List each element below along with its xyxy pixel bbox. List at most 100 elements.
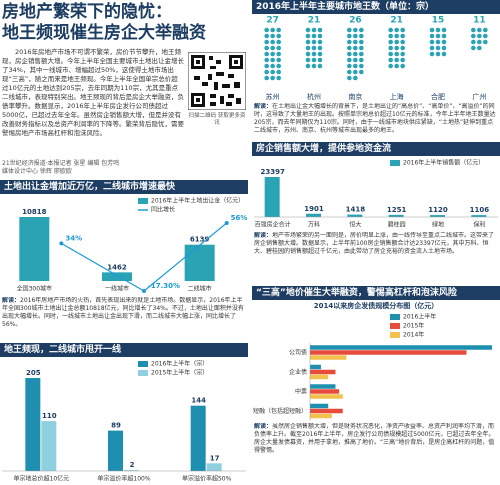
note-text: 地产市场繁荣的另一面则是，房价明显上涨，由一线传导至重点二线城市。这带来了房企销… [254,232,495,255]
dot [353,63,358,69]
chart: 2016年上半年（宗）2015年上半年（宗） 205 89 144 110 2 17 单宗地总… [2,360,246,483]
chart-title: 地王频现，二线城市甩开一线 [0,343,248,357]
dot [359,63,364,69]
dot [317,57,323,63]
dot [359,51,364,57]
bar [184,244,215,281]
value-label: 11 [473,16,486,26]
dot [471,39,476,45]
category-label: 单宗溢价率超100% [97,475,150,483]
dot [276,51,281,57]
dot [400,33,405,39]
note-text: 虽然房企销售额大增，但是财务状况恶化，净资产收益率、总资产利润率均下滑，而负债率… [254,423,495,454]
bar [41,421,57,471]
dot [477,33,482,39]
dot [305,57,311,63]
category-label: 杭州 [307,92,321,101]
bar [19,217,50,281]
dot [435,51,441,57]
value-label: 205 [26,369,41,377]
bar [102,272,132,281]
dot [388,51,393,57]
legend-label: 2016年上半年销售额（亿元） [403,159,484,167]
dot [388,57,393,63]
bar [310,364,321,370]
dot [388,27,393,33]
bar [347,214,363,217]
dot [353,39,358,45]
dot [276,69,281,75]
dot [394,33,399,39]
dot [359,69,364,75]
bar [310,355,347,360]
legend-swatch [390,332,400,338]
legend-label: 2015年上半年（宗） [151,369,208,377]
value-label: 21 [390,16,403,26]
dot [359,27,364,33]
category-label: 短融（包括超短融） [253,407,307,415]
value-label: 15 [432,16,445,26]
dot [400,27,405,33]
category-label: 万科 [308,221,320,229]
legend-label: 2015年 [403,322,424,330]
value-label: 1251 [387,206,407,214]
value-label: 1462 [107,263,127,271]
credit-line: 媒体设计中心 徐辉 廖欧欧 [2,168,72,175]
dot [270,63,275,69]
dot [305,39,311,45]
dot [353,69,358,75]
category-label: 碧桂园 [388,221,406,229]
bar [310,389,340,394]
note: 解读：2016年房地产市场的火热，首先表现出来的就是土地市场。数据显示，2016… [2,297,246,339]
dot [276,57,281,63]
chart: 2016年上半年销售额（亿元） 23397 1901 1418 1251 1120 1106… [254,159,498,229]
chart: 27 苏州 21 杭州 26 南京 21 上海 15 合肥 11 广州 [264,16,488,101]
dot [276,27,281,33]
note-text: 2016年房地产市场的火热，首先表现出来的就是土地市场。数据显示，2016年上半… [2,297,244,328]
dot [347,33,352,39]
note-label: 解读： [254,232,273,239]
point [59,241,64,246]
dot [394,39,399,45]
dot [276,75,281,81]
category-label: 广州 [472,92,486,101]
dot [317,39,323,45]
pictogram [471,27,488,51]
dot [435,39,441,45]
dot [471,45,476,51]
bar [310,403,329,409]
dot [429,51,435,57]
dot [264,57,269,63]
dot [270,57,275,63]
dot [317,45,323,51]
intro-text: 2016年房地产市场不可谓不繁荣，房价节节攀升，地王频现，房企销售额大增。今年上… [2,48,184,137]
value-label: 21 [308,16,321,26]
bar [310,374,329,380]
note-label: 解读： [2,297,21,304]
value-label: 10818 [22,208,46,216]
dot [400,63,405,69]
dot [353,51,358,57]
bar [25,378,41,471]
dot [305,45,311,51]
dot [394,45,399,51]
value-label: 27 [266,16,279,26]
category-label: 南京 [348,92,362,101]
dot [353,27,358,33]
dot [317,63,323,69]
dot [388,39,393,45]
legend-label: 同比增长 [151,206,175,214]
bar [310,369,336,375]
value-label: 26 [349,16,362,26]
dot [359,39,364,45]
category-label: 苏州 [266,92,280,101]
legend-swatch [138,198,148,204]
bar [206,463,222,471]
bar [430,215,445,217]
dot [311,27,317,33]
dot [264,51,269,57]
bar [310,345,492,350]
value-label: 144 [191,397,206,405]
qr-code [188,52,246,110]
